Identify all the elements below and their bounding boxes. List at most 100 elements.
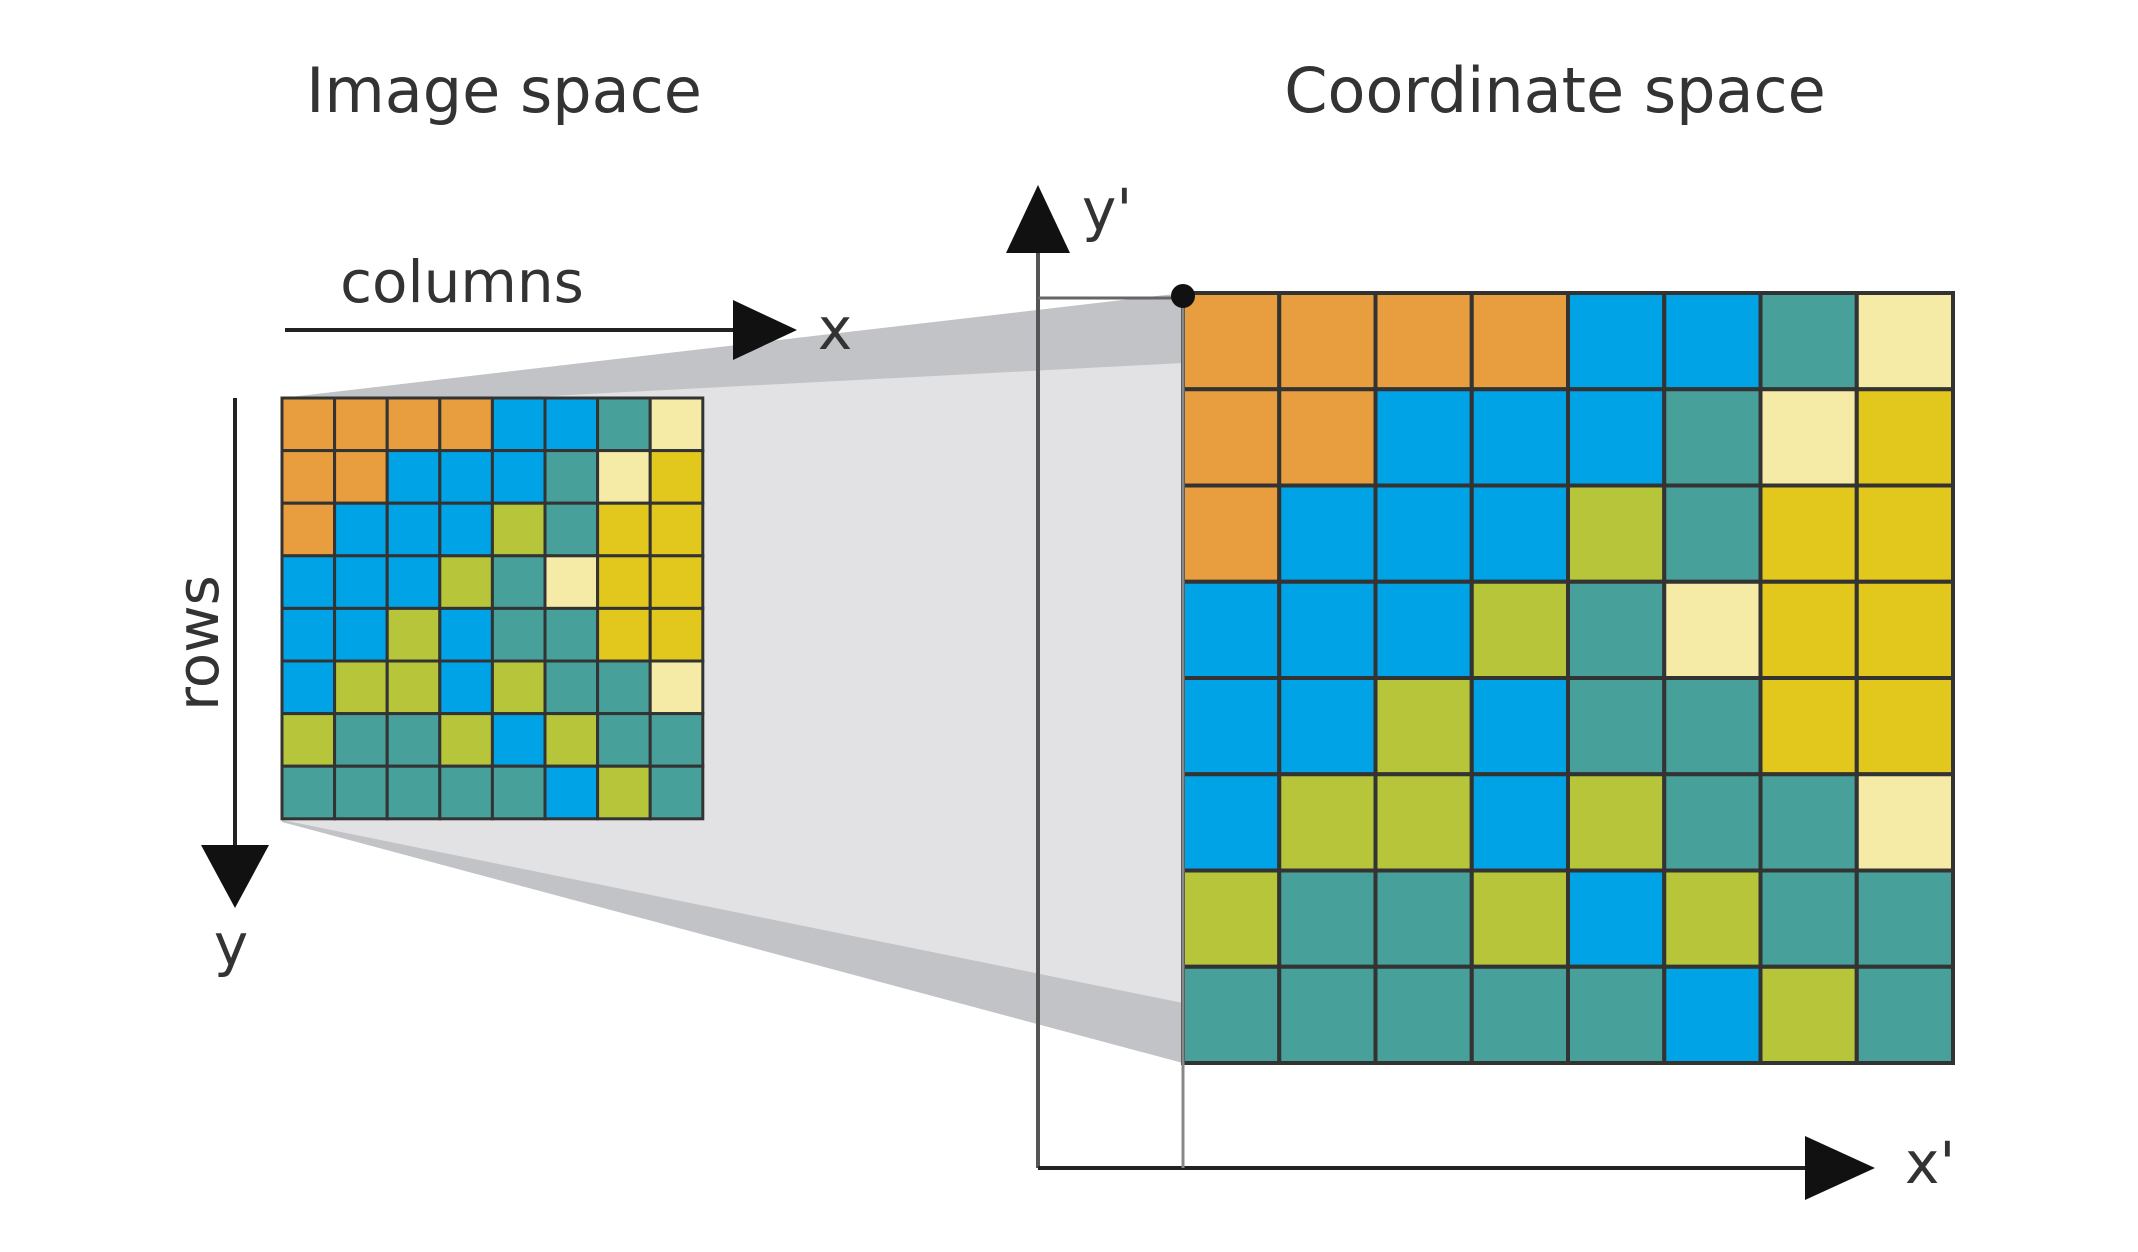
image-space-cell-pale-yellow xyxy=(648,659,705,716)
image-space-cell-orange xyxy=(438,396,494,453)
coordinate-space-cell-yellow xyxy=(1854,579,1955,680)
image-space-cell-lime xyxy=(438,712,494,768)
image-space-cell-blue xyxy=(490,396,547,453)
image-space-cell-lime xyxy=(385,606,442,663)
image-space-cell-blue xyxy=(438,606,494,663)
coordinate-space-cell-orange xyxy=(1373,291,1474,392)
coordinate-space-cell-blue xyxy=(1277,483,1378,584)
coordinate-space-cell-blue xyxy=(1181,772,1282,873)
image-space-cell-blue xyxy=(280,606,337,663)
coordinate-space-cell-teal xyxy=(1854,868,1955,969)
y-axis-label: y xyxy=(214,911,248,979)
coordinate-space-cell-yellow xyxy=(1854,483,1955,584)
coordinate-space-cell-teal xyxy=(1277,868,1378,969)
coordinate-space-cell-yellow xyxy=(1854,676,1955,777)
image-space-cell-blue xyxy=(490,449,547,505)
coordinate-space-cell-lime xyxy=(1758,964,1859,1065)
image-space-cell-yellow xyxy=(596,606,652,663)
coordinate-space-cell-lime xyxy=(1662,868,1763,969)
coordinate-space-cell-teal xyxy=(1566,579,1667,680)
coordinate-space-cell-blue xyxy=(1181,579,1282,680)
coordinate-space-cell-blue xyxy=(1662,964,1763,1065)
coordinate-space-cell-blue xyxy=(1469,676,1570,777)
coordinate-space-cell-teal xyxy=(1373,868,1474,969)
rows-label: rows xyxy=(164,575,232,711)
image-space-cell-yellow xyxy=(648,501,705,558)
coordinate-space-cell-blue xyxy=(1469,387,1570,488)
image-space-cell-blue xyxy=(280,659,337,716)
projection-funnel-bottom-edge xyxy=(282,820,1183,1063)
coordinate-space-cell-orange xyxy=(1277,387,1378,488)
image-space-cell-teal xyxy=(543,501,600,558)
image-space-cell-teal xyxy=(596,712,652,768)
image-space-cell-teal xyxy=(490,764,547,821)
image-space-cell-blue xyxy=(333,501,389,558)
coordinate-space-cell-teal xyxy=(1662,772,1763,873)
coordinate-space-cell-teal xyxy=(1758,291,1859,392)
image-space-cell-lime xyxy=(490,501,547,558)
image-space-cell-yellow xyxy=(648,449,705,505)
rows-axis-arrowhead xyxy=(201,845,269,908)
coordinate-space-cell-teal xyxy=(1469,964,1570,1065)
coordinate-space-cell-blue xyxy=(1181,676,1282,777)
coordinate-space-cell-pale-yellow xyxy=(1854,291,1955,392)
image-space-cell-blue xyxy=(280,554,337,610)
image-space-cell-blue xyxy=(333,554,389,610)
image-space-cell-orange xyxy=(333,396,389,453)
coordinate-space-cell-pale-yellow xyxy=(1662,579,1763,680)
image-space-cell-teal xyxy=(438,764,494,821)
image-space-cell-teal xyxy=(596,396,652,453)
image-space-cell-lime xyxy=(543,712,600,768)
image-space-cell-pale-yellow xyxy=(596,449,652,505)
coordinate-space-cell-yellow xyxy=(1758,483,1859,584)
projection-funnel-top-edge xyxy=(282,293,1183,410)
coordinate-space-cell-blue xyxy=(1566,868,1667,969)
coordinate-space-cell-teal xyxy=(1758,868,1859,969)
coordinate-space-cell-blue xyxy=(1277,579,1378,680)
coordinate-space-cell-pale-yellow xyxy=(1854,772,1955,873)
coordinate-space-cell-blue xyxy=(1373,387,1474,488)
coordinate-space-cell-orange xyxy=(1277,291,1378,392)
image-space-cell-orange xyxy=(280,449,337,505)
coordinate-space-cell-blue xyxy=(1662,291,1763,392)
coordinate-space-cell-teal xyxy=(1854,964,1955,1065)
coordinate-space-cell-lime xyxy=(1277,772,1378,873)
image-space-cell-teal xyxy=(648,764,705,821)
coordinate-space-cell-teal xyxy=(1662,483,1763,584)
coordinate-space-cell-blue xyxy=(1469,772,1570,873)
image-space-cell-blue xyxy=(438,659,494,716)
image-space-cell-teal xyxy=(490,554,547,610)
coordinate-space-cell-teal xyxy=(1662,387,1763,488)
coordinate-space-cell-orange xyxy=(1181,387,1282,488)
image-space-cell-blue xyxy=(385,449,442,505)
image-space-cell-blue xyxy=(385,554,442,610)
image-space-cell-lime xyxy=(333,659,389,716)
coordinate-space-cell-orange xyxy=(1181,483,1282,584)
coordinate-space-cell-lime xyxy=(1373,676,1474,777)
image-space-cell-pale-yellow xyxy=(543,554,600,610)
coordinate-space-title: Coordinate space xyxy=(1284,54,1825,127)
image-space-cell-lime xyxy=(490,659,547,716)
coordinate-space-cell-lime xyxy=(1566,772,1667,873)
coordinate-space-cell-lime xyxy=(1373,772,1474,873)
coordinate-space-cell-teal xyxy=(1566,676,1667,777)
image-space-cell-teal xyxy=(596,659,652,716)
image-space-cell-teal xyxy=(648,712,705,768)
image-space-cell-lime xyxy=(280,712,337,768)
coordinate-space-cell-orange xyxy=(1469,291,1570,392)
image-space-cell-orange xyxy=(280,501,337,558)
coordinate-space-cell-lime xyxy=(1469,868,1570,969)
coordinate-space-cell-lime xyxy=(1181,868,1282,969)
coordinate-space-cell-lime xyxy=(1566,483,1667,584)
columns-label: columns xyxy=(340,248,584,316)
coordinate-space-cell-blue xyxy=(1373,483,1474,584)
coordinate-space-cell-pale-yellow xyxy=(1758,387,1859,488)
image-space-grid xyxy=(280,396,705,821)
image-space-cell-yellow xyxy=(648,554,705,610)
coordinate-space-cell-teal xyxy=(1662,676,1763,777)
y-prime-axis-label: y' xyxy=(1082,176,1132,244)
coordinate-space-cell-yellow xyxy=(1758,676,1859,777)
coordinate-space-cell-blue xyxy=(1566,387,1667,488)
image-space-cell-blue xyxy=(438,501,494,558)
